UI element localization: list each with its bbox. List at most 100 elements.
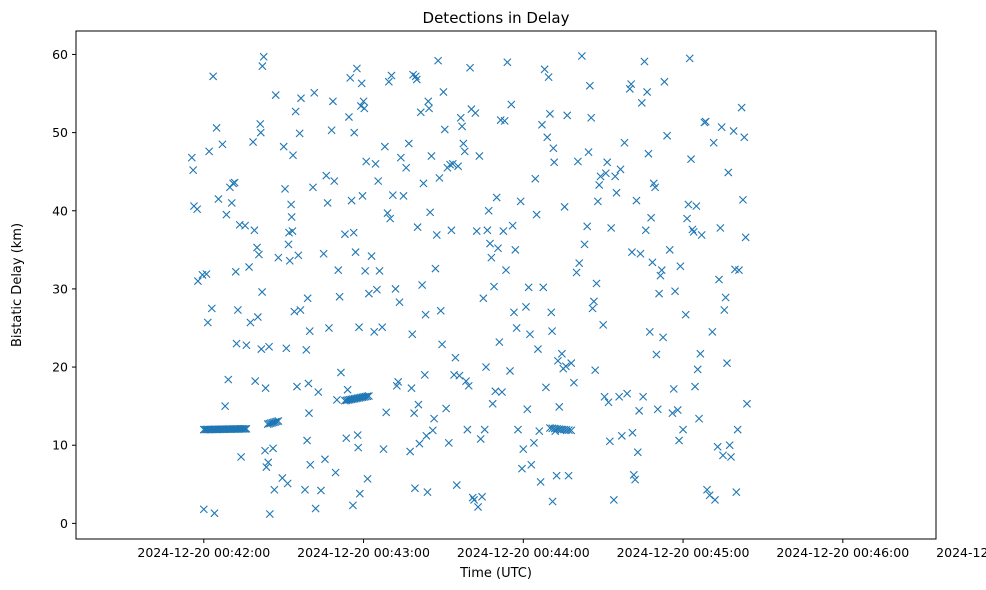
data-point-marker xyxy=(428,426,437,435)
data-point-marker xyxy=(659,333,668,342)
data-point-marker xyxy=(555,402,564,411)
data-point-marker xyxy=(483,226,492,235)
data-point-marker xyxy=(482,363,491,372)
data-point-marker xyxy=(560,202,569,211)
data-point-marker xyxy=(410,484,419,493)
data-point-marker xyxy=(584,148,593,157)
data-point-marker xyxy=(604,398,613,407)
data-point-marker xyxy=(595,180,604,189)
data-point-marker xyxy=(289,151,297,160)
data-point-marker xyxy=(536,477,545,486)
data-point-marker xyxy=(355,489,364,498)
data-point-marker xyxy=(681,310,690,319)
data-point-marker xyxy=(708,327,717,336)
data-point-marker xyxy=(587,113,596,122)
data-point-marker xyxy=(357,79,366,88)
y-tick-label: 0 xyxy=(60,516,68,531)
data-point-marker xyxy=(362,157,371,166)
data-point-marker xyxy=(564,426,573,435)
data-point-marker xyxy=(348,501,357,510)
data-point-marker xyxy=(363,474,372,483)
data-point-marker xyxy=(254,250,263,259)
x-tick-label: 2024-12-20 00:42:00 xyxy=(137,545,270,560)
data-point-marker xyxy=(525,330,534,339)
data-point-marker xyxy=(268,418,277,427)
data-point-marker xyxy=(384,77,393,86)
data-point-marker xyxy=(364,289,373,298)
data-point-marker xyxy=(639,392,648,401)
data-point-marker xyxy=(550,158,559,167)
data-point-marker xyxy=(364,391,373,400)
data-point-marker xyxy=(640,57,649,66)
data-point-marker xyxy=(241,424,250,433)
data-point-marker xyxy=(430,414,439,423)
data-point-marker xyxy=(611,172,620,181)
data-point-marker xyxy=(738,195,747,204)
data-point-marker xyxy=(529,438,538,447)
data-point-marker xyxy=(723,359,731,368)
data-point-marker xyxy=(419,179,428,188)
data-point-marker xyxy=(266,419,275,428)
data-point-marker xyxy=(253,313,262,322)
data-point-marker xyxy=(349,228,358,237)
data-point-marker xyxy=(451,353,460,362)
data-point-marker xyxy=(716,223,725,232)
data-point-marker xyxy=(331,468,340,477)
data-point-marker xyxy=(472,227,481,236)
data-point-marker xyxy=(380,142,389,151)
data-point-marker xyxy=(669,384,678,393)
y-axis-ticks: 0 10 20 30 40 50 60 xyxy=(52,47,76,531)
data-point-marker xyxy=(521,302,530,311)
data-point-marker xyxy=(212,123,221,132)
data-point-marker xyxy=(342,434,351,443)
data-point-marker xyxy=(242,424,251,433)
data-point-marker xyxy=(470,495,479,504)
data-point-marker xyxy=(641,226,650,235)
y-tick-label: 60 xyxy=(52,47,68,62)
data-point-marker xyxy=(283,479,292,488)
data-point-marker xyxy=(490,282,499,291)
x-tick-label: 2024-12-20 00:43:00 xyxy=(297,545,430,560)
data-point-marker xyxy=(446,160,455,169)
data-point-marker xyxy=(432,230,441,239)
data-point-marker xyxy=(665,245,674,254)
data-point-marker xyxy=(295,129,304,138)
y-tick-label: 50 xyxy=(52,125,68,140)
data-point-marker xyxy=(460,147,469,156)
data-point-marker xyxy=(455,371,464,380)
data-point-marker xyxy=(242,341,251,350)
data-point-marker xyxy=(344,112,353,121)
data-point-marker xyxy=(478,492,487,501)
data-point-marker xyxy=(533,345,542,354)
data-point-marker xyxy=(580,240,589,249)
x-axis-label: Time (UTC) xyxy=(459,566,532,581)
data-point-marker xyxy=(486,239,495,248)
data-point-marker xyxy=(270,485,279,494)
data-point-marker xyxy=(459,139,468,148)
data-point-marker xyxy=(717,123,726,132)
data-point-marker xyxy=(279,142,288,151)
data-point-marker xyxy=(557,349,566,358)
data-point-marker xyxy=(539,283,548,292)
data-point-marker xyxy=(388,191,397,200)
data-point-marker xyxy=(261,384,270,393)
data-point-marker xyxy=(287,213,296,221)
data-point-marker xyxy=(375,266,384,275)
data-point-marker xyxy=(615,392,624,401)
data-point-marker xyxy=(685,54,694,63)
data-point-marker xyxy=(293,382,301,391)
data-point-marker xyxy=(352,64,361,73)
data-point-marker xyxy=(421,310,430,319)
data-point-marker xyxy=(256,128,265,137)
data-point-marker xyxy=(512,323,521,332)
data-point-marker xyxy=(627,248,636,257)
data-point-marker xyxy=(599,320,608,329)
data-point-marker xyxy=(494,244,503,253)
data-point-marker xyxy=(261,446,270,455)
data-point-marker xyxy=(391,284,400,293)
data-point-marker xyxy=(323,198,332,207)
data-point-marker xyxy=(499,227,508,236)
data-point-marker xyxy=(340,396,349,405)
data-point-marker xyxy=(509,308,518,317)
